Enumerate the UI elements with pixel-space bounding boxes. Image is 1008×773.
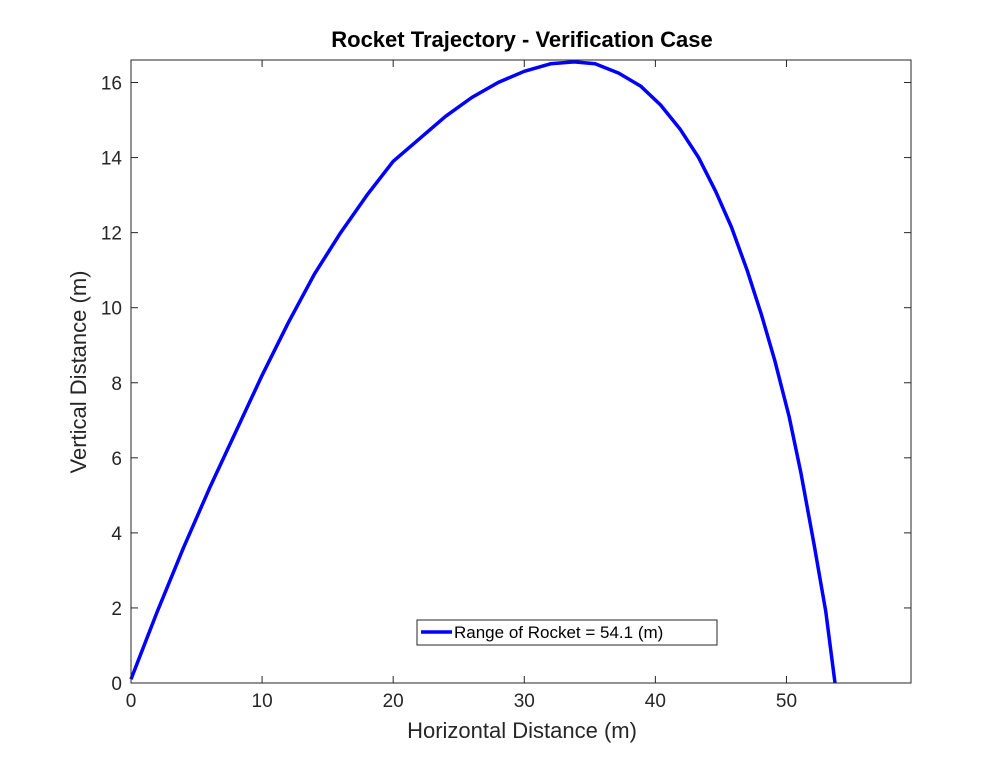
x-tick-label: 30 — [514, 691, 535, 712]
plot-area — [131, 60, 911, 683]
y-tick-label: 10 — [101, 299, 122, 320]
y-tick-label: 2 — [111, 599, 122, 620]
x-tick-label: 20 — [383, 691, 404, 712]
legend-box — [416, 619, 718, 646]
axes-box — [130, 59, 912, 684]
x-tick-label: 40 — [645, 691, 666, 712]
y-tick-label: 16 — [101, 74, 122, 95]
chart-title: Rocket Trajectory - Verification Case — [331, 27, 713, 52]
y-tick-label: 14 — [101, 149, 123, 170]
trajectory-line — [129, 60, 837, 684]
y-tick-label: 6 — [111, 449, 122, 470]
y-tick-label: 12 — [101, 224, 122, 245]
x-axis-label: Horizontal Distance (m) — [407, 718, 637, 743]
x-tick-label: 10 — [252, 691, 273, 712]
y-tick-label: 0 — [111, 674, 122, 695]
x-tick-label: 50 — [776, 691, 797, 712]
legend-entry-label: Range of Rocket = 54.1 (m) — [454, 623, 663, 642]
x-tick-label: 0 — [126, 691, 137, 712]
y-tick-label: 8 — [111, 374, 122, 395]
legend: Range of Rocket = 54.1 (m) — [416, 619, 718, 646]
series-layer — [129, 60, 837, 684]
y-tick-label: 4 — [111, 524, 122, 545]
y-axis-label: Vertical Distance (m) — [66, 271, 91, 474]
